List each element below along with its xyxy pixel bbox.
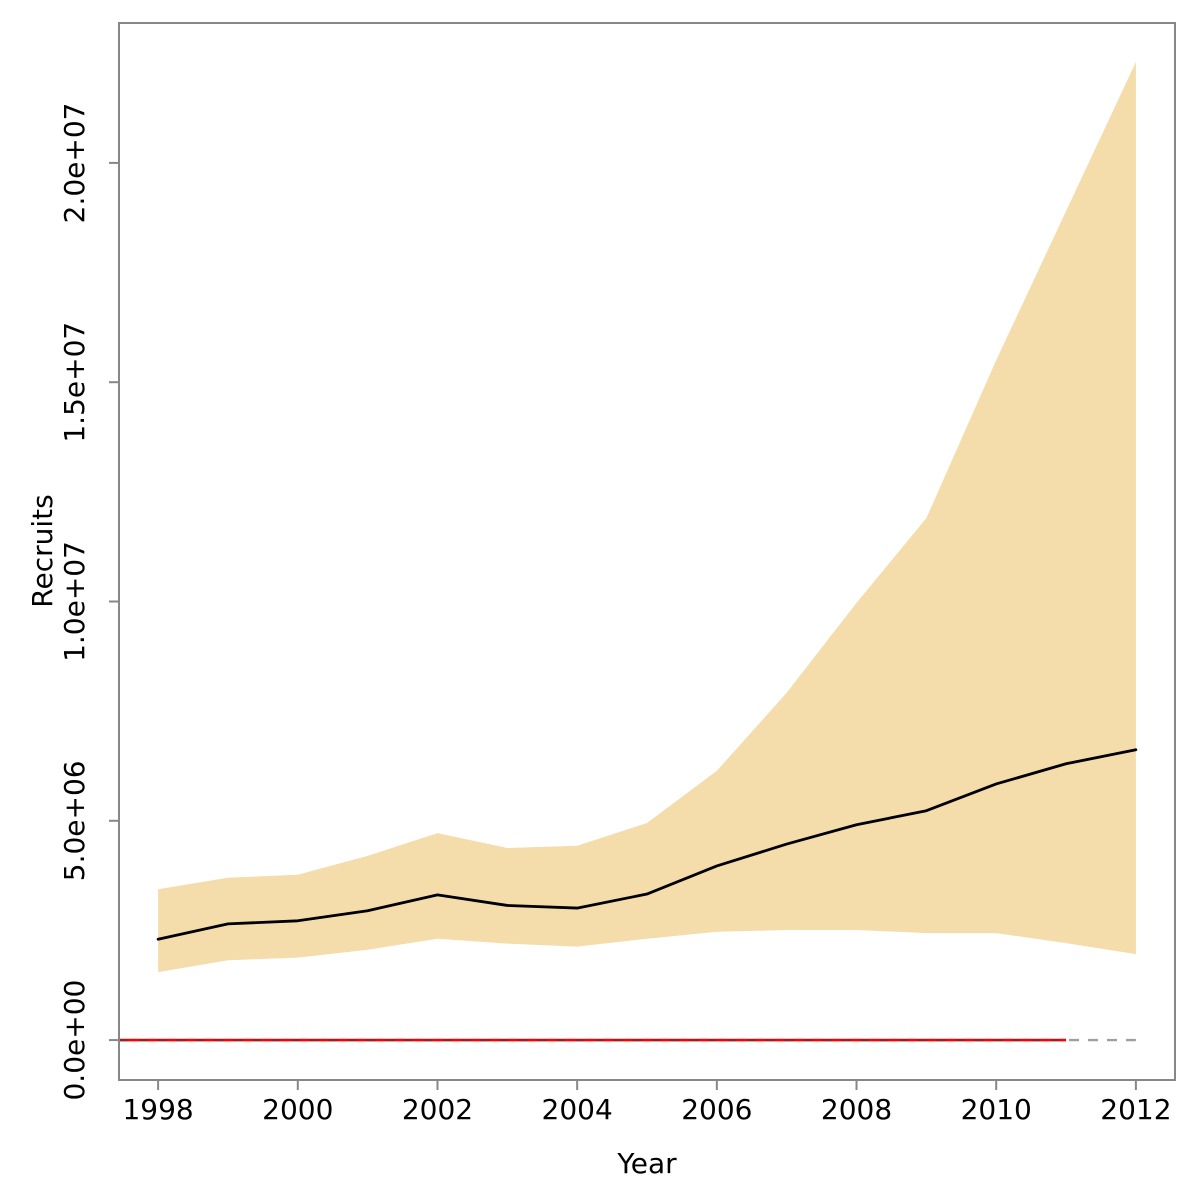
y-tick-label: 0.0e+00 — [58, 980, 91, 1101]
x-tick-label: 2004 — [542, 1093, 613, 1126]
x-tick-label: 2010 — [961, 1093, 1032, 1126]
y-tick-label: 1.5e+07 — [58, 322, 91, 443]
plot-border — [118, 22, 1176, 1081]
x-tick-label: 2000 — [262, 1093, 333, 1126]
y-tick-label: 2.0e+07 — [58, 102, 91, 223]
median-line — [156, 748, 1138, 941]
x-tick-label: 2002 — [402, 1093, 473, 1126]
y-tick-label: 1.0e+07 — [58, 541, 91, 662]
x-tick-label: 1998 — [122, 1093, 193, 1126]
y-axis-title: Recruits — [26, 494, 59, 608]
confidence-band — [158, 62, 1136, 973]
x-tick-label: 2008 — [821, 1093, 892, 1126]
x-tick-label: 2006 — [681, 1093, 752, 1126]
x-tick-label: 2012 — [1100, 1093, 1171, 1126]
y-tick-label: 5.0e+06 — [58, 760, 91, 881]
x-axis-title: Year — [617, 1147, 677, 1180]
